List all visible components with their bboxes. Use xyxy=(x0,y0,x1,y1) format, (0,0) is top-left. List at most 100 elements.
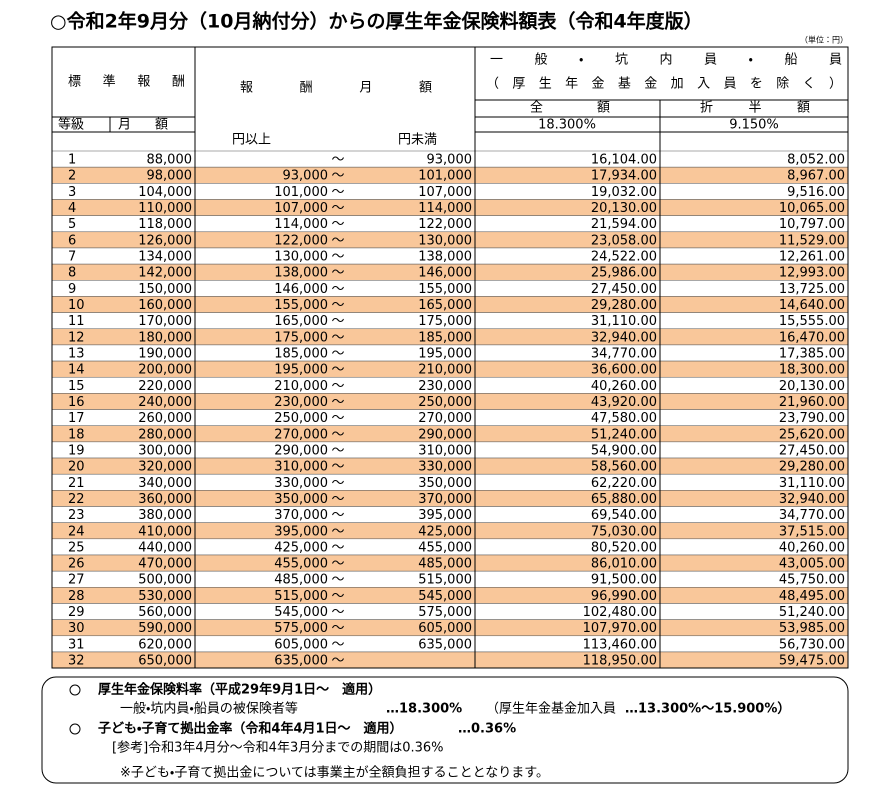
from-cell: 425,000 xyxy=(274,540,328,555)
monthly-cell: 104,000 xyxy=(138,185,192,200)
grade-cell: 1 xyxy=(68,153,76,168)
monthly-cell: 160,000 xyxy=(138,298,192,313)
monthly-cell: 410,000 xyxy=(138,524,192,539)
to-cell: 270,000 xyxy=(418,411,472,426)
grade-cell: 13 xyxy=(68,347,85,362)
half-cell: 27,450.00 xyxy=(779,443,845,458)
table-row: 14 200,000 195,000 210,000 36,600.00 18,300.0… xyxy=(51,360,849,378)
table-border xyxy=(51,46,849,669)
range-separator: ～ xyxy=(331,250,344,265)
half-cell: 59,475.00 xyxy=(779,654,845,669)
monthly-cell: 470,000 xyxy=(138,557,192,572)
grade-cell: 9 xyxy=(68,282,76,297)
full-cell: 32,940.00 xyxy=(591,330,657,345)
from-cell: 185,000 xyxy=(274,347,328,362)
table-row: 32 650,000 635,000 118,950.00 59,475.00 ～ xyxy=(51,651,849,669)
range-separator: ～ xyxy=(331,379,344,394)
monthly-cell: 110,000 xyxy=(138,201,192,216)
header-cell: （厚生年金基金加入員を除く） xyxy=(486,77,842,92)
monthly-cell: 170,000 xyxy=(138,314,192,329)
monthly-cell: 260,000 xyxy=(138,411,192,426)
half-cell: 43,005.00 xyxy=(779,557,845,572)
grade-cell: 10 xyxy=(68,298,85,313)
monthly-cell: 360,000 xyxy=(138,492,192,507)
from-cell: 515,000 xyxy=(274,589,328,604)
to-cell: 545,000 xyxy=(418,589,472,604)
grade-cell: 19 xyxy=(68,443,85,458)
half-cell: 10,065.00 xyxy=(779,201,845,216)
note-heading: 子ども・子育て拠出金率（令和4年4月1日～ 適用） xyxy=(98,721,403,737)
monthly-cell: 220,000 xyxy=(138,379,192,394)
range-separator: ～ xyxy=(331,540,344,555)
to-cell: 330,000 xyxy=(418,460,472,475)
to-cell: 395,000 xyxy=(418,508,472,523)
range-separator: ～ xyxy=(331,476,344,491)
to-cell: 605,000 xyxy=(418,621,472,636)
grade-cell: 8 xyxy=(68,266,76,281)
table-row: 30 590,000 575,000 605,000 107,970.00 53,985.… xyxy=(51,619,849,636)
range-separator: ～ xyxy=(331,460,344,475)
full-cell: 113,460.00 xyxy=(583,637,657,652)
to-cell: 350,000 xyxy=(418,476,472,491)
half-cell: 51,240.00 xyxy=(779,605,845,620)
half-cell: 56,730.00 xyxy=(779,637,845,652)
half-cell: 48,495.00 xyxy=(779,589,845,604)
half-cell: 53,985.00 xyxy=(779,621,845,636)
table-grid xyxy=(51,46,849,669)
range-separator: ～ xyxy=(331,185,344,200)
unit: （単位：円） xyxy=(800,35,848,45)
to-cell: 93,000 xyxy=(427,153,473,168)
monthly-cell: 620,000 xyxy=(138,637,192,652)
half-cell: 12,993.00 xyxy=(779,266,845,281)
full-cell: 65,880.00 xyxy=(591,492,657,507)
full-cell: 34,770.00 xyxy=(591,347,657,362)
grade-cell: 14 xyxy=(68,363,85,378)
half-cell: 9,516.00 xyxy=(787,185,845,200)
grade-cell: 28 xyxy=(68,589,85,604)
note-text: 一般・坑内員・船員の被保険者等 xyxy=(120,701,298,717)
monthly-cell: 590,000 xyxy=(138,621,192,636)
range-separator: ～ xyxy=(331,395,344,410)
to-cell: 575,000 xyxy=(418,605,472,620)
range-separator: ～ xyxy=(331,233,344,248)
table-row: 2 98,000 93,000 101,000 17,934.00 8,967.00 ～ xyxy=(51,166,849,184)
table-row: 23 380,000 370,000 395,000 69,540.00 34,770.0… xyxy=(51,506,849,523)
from-cell: 455,000 xyxy=(274,557,328,572)
half-cell: 11,529.00 xyxy=(779,233,845,248)
range-separator: ～ xyxy=(331,589,344,604)
range-separator: ～ xyxy=(331,654,344,669)
from-cell: 165,000 xyxy=(274,314,328,329)
bullet xyxy=(69,723,81,735)
monthly-cell: 134,000 xyxy=(138,250,192,265)
full-cell: 16,104.00 xyxy=(591,153,657,168)
range-separator: ～ xyxy=(331,363,344,378)
half-cell: 37,515.00 xyxy=(779,524,845,539)
grade-cell: 25 xyxy=(68,540,85,555)
table-row: 26 470,000 455,000 485,000 86,010.00 43,005.0… xyxy=(51,554,849,572)
to-cell: 425,000 xyxy=(418,524,472,539)
from-cell: 395,000 xyxy=(274,524,328,539)
from-cell: 545,000 xyxy=(274,605,328,620)
table-body: 1 88,000 93,000 16,104.00 8,052.00～2 98,000 93… xyxy=(51,150,849,669)
monthly-cell: 180,000 xyxy=(138,330,192,345)
to-cell: 250,000 xyxy=(418,395,472,410)
monthly-cell: 240,000 xyxy=(138,395,192,410)
monthly-cell: 142,000 xyxy=(138,266,192,281)
grade-cell: 31 xyxy=(68,637,85,652)
half-cell: 20,130.00 xyxy=(779,379,845,394)
range-separator: ～ xyxy=(331,217,344,232)
table-row: 15 220,000 210,000 230,000 40,260.00 20,130.0… xyxy=(51,376,849,394)
grade-cell: 17 xyxy=(68,411,85,426)
note-rate: …13.300%～15.900%） xyxy=(625,701,790,717)
header-cell: 標準報酬 xyxy=(68,74,185,90)
table-row: 7 134,000 130,000 138,000 24,522.00 12,261.00… xyxy=(51,247,849,265)
monthly-cell: 560,000 xyxy=(138,605,192,620)
half-cell: 21,960.00 xyxy=(779,395,845,410)
half-cell: 15,555.00 xyxy=(779,314,845,329)
to-cell: 290,000 xyxy=(418,427,472,442)
full-cell: 62,220.00 xyxy=(591,476,657,491)
monthly-cell: 650,000 xyxy=(138,654,192,669)
half-cell: 12,261.00 xyxy=(779,250,845,265)
from-cell: 310,000 xyxy=(274,460,328,475)
